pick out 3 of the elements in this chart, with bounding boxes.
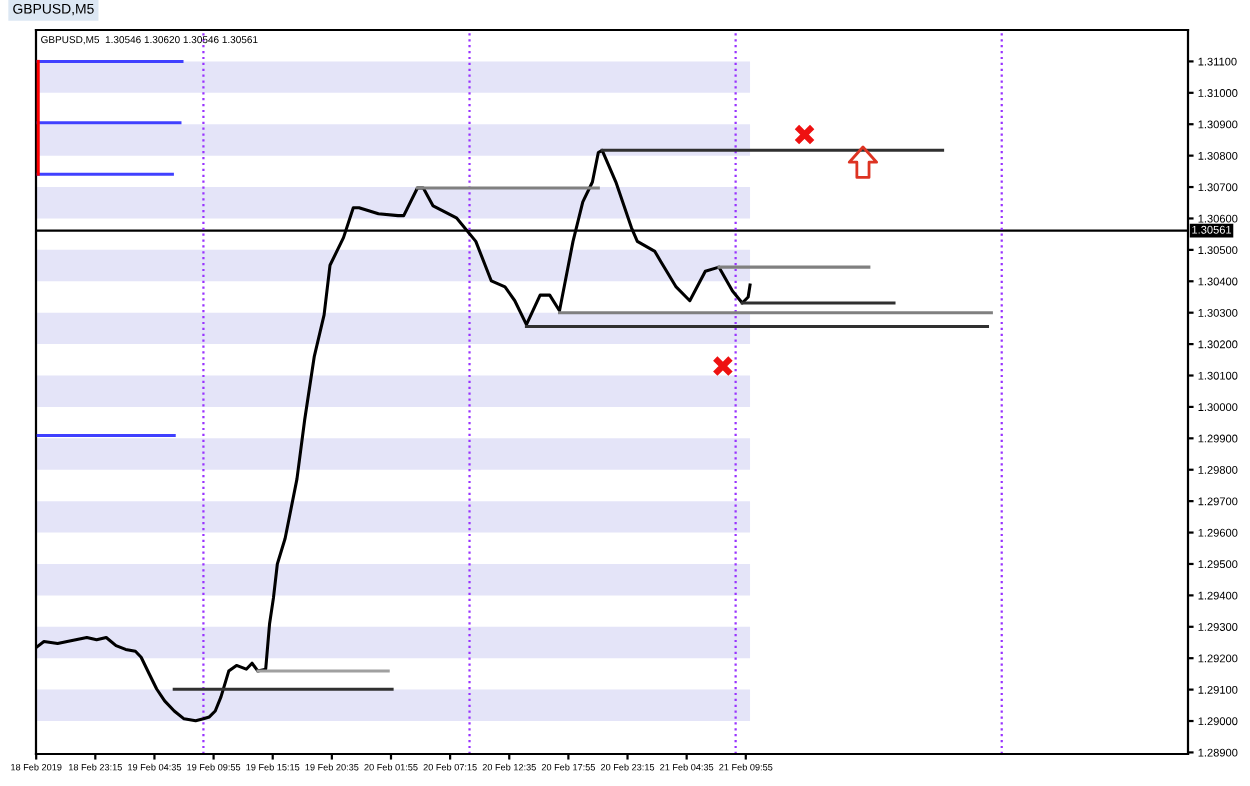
point (793, 123, 816, 146)
point (847, 145, 879, 179)
point (712, 355, 734, 377)
